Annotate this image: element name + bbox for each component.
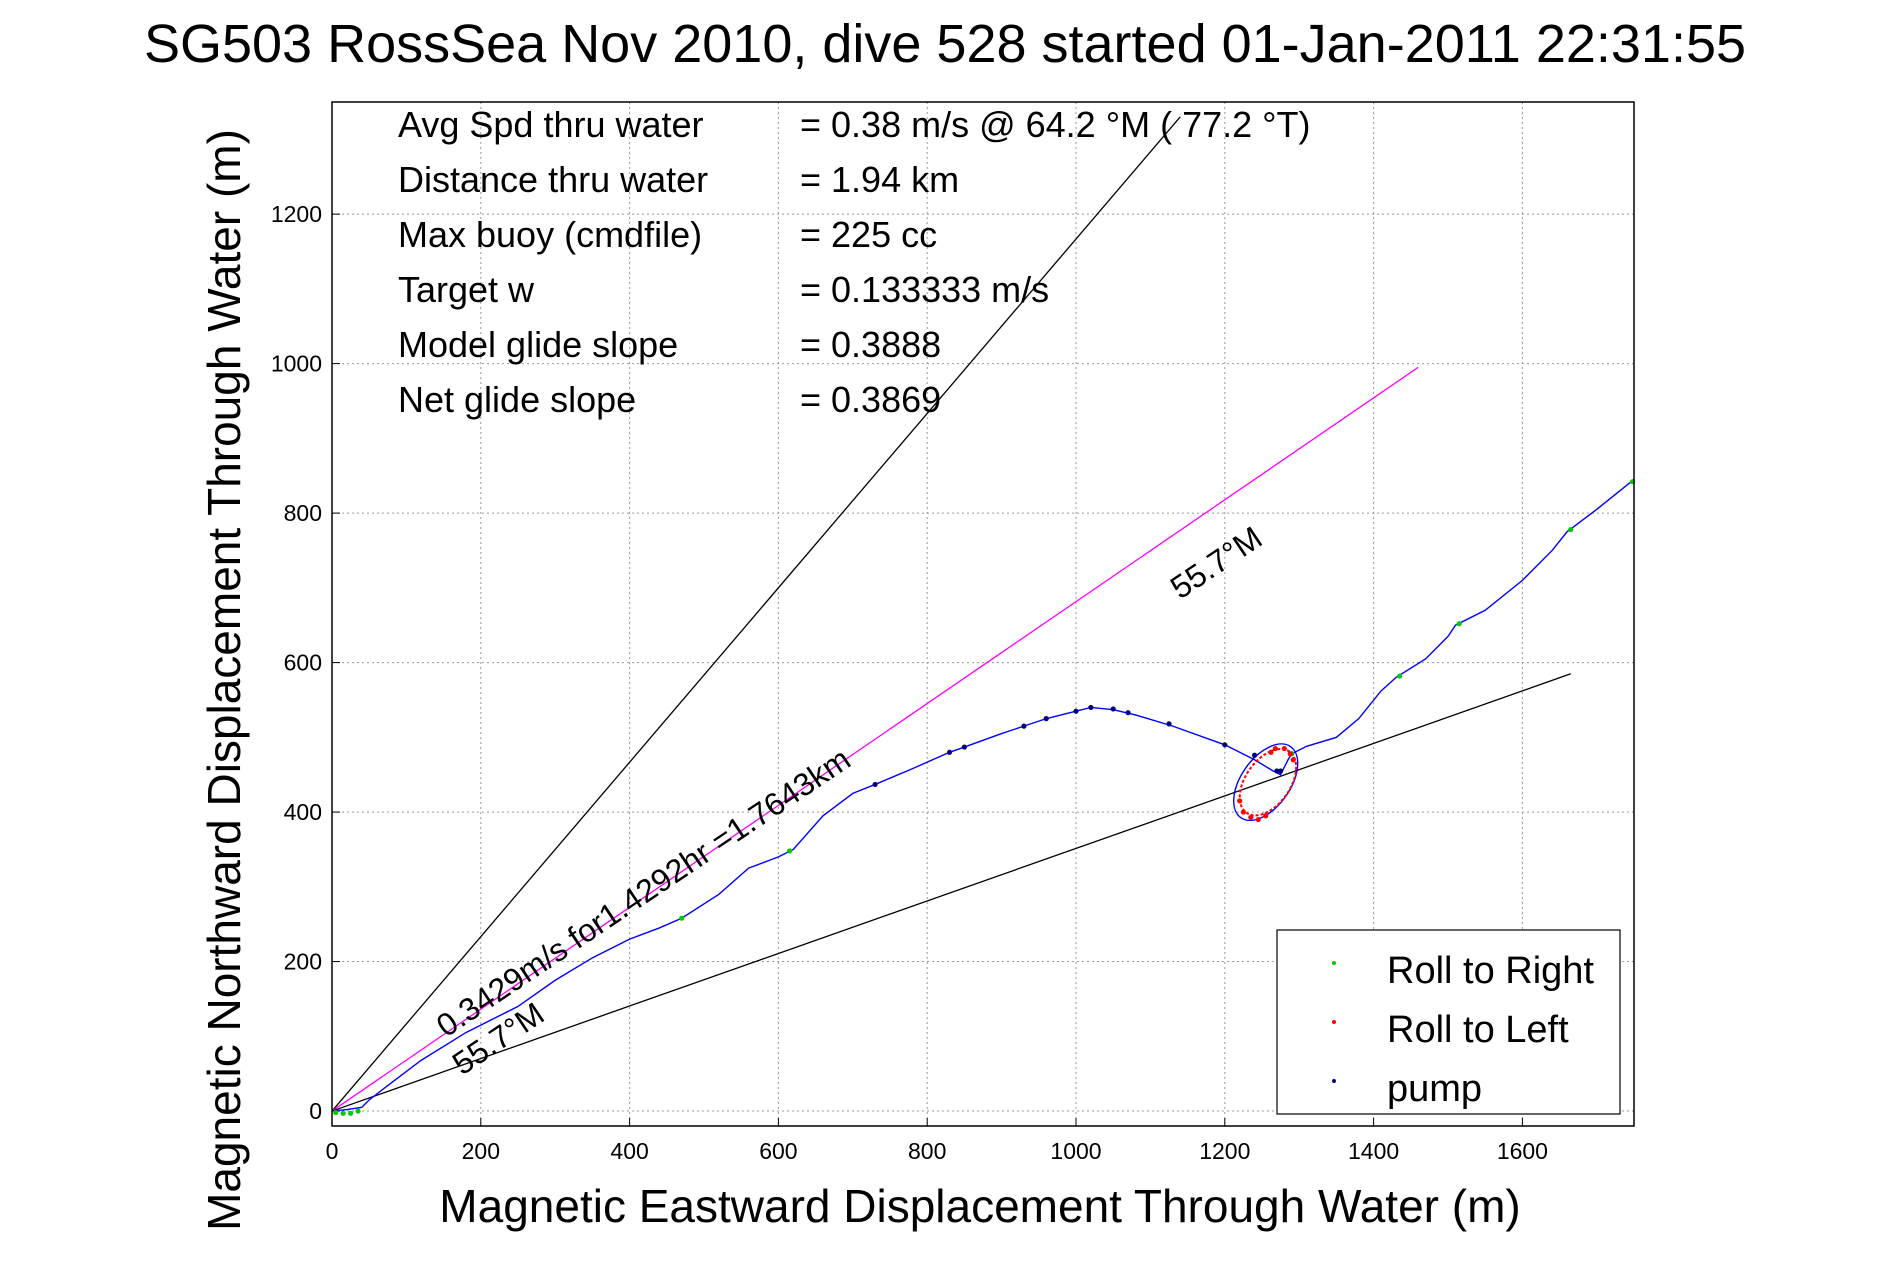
marker-pump	[872, 781, 878, 788]
marker-roll-to-right	[355, 1108, 361, 1114]
info-label: Model glide slope	[398, 324, 678, 365]
marker-roll-to-left	[1263, 813, 1269, 819]
grid-lines	[331, 102, 1634, 1126]
x-tick-label: 400	[610, 1138, 648, 1164]
legend: Roll to Right Roll to Left pump	[1276, 929, 1621, 1115]
marker-roll-to-right	[348, 1110, 354, 1116]
marker-roll-to-right	[1568, 526, 1574, 533]
legend-marker-roll-left	[1332, 1020, 1336, 1024]
marker-roll-to-left	[1281, 745, 1287, 752]
info-value: = 1.94 km	[800, 159, 959, 200]
marker-roll-to-right	[786, 848, 793, 854]
marker-pump	[1278, 768, 1284, 774]
marker-roll-to-left	[1237, 798, 1243, 804]
x-tick-label: 200	[462, 1138, 500, 1164]
x-tick-label: 1000	[1050, 1138, 1101, 1164]
info-value: = 225 cc	[800, 214, 937, 255]
y-axis-label: Magnetic Northward Displacement Through …	[198, 129, 250, 1231]
reference-line-heading-55.7-lower	[331, 673, 1571, 1112]
marker-roll-to-left	[1255, 816, 1261, 823]
marker-pump	[1222, 742, 1228, 748]
x-tick-label: 0	[326, 1138, 339, 1164]
x-tick-label: 800	[908, 1138, 946, 1164]
info-value: = 0.3869	[800, 379, 941, 420]
marker-roll-to-left	[1272, 745, 1278, 752]
marker-pump	[1166, 721, 1172, 727]
y-tick-label: 400	[284, 799, 322, 825]
legend-marker-pump	[1332, 1079, 1336, 1083]
x-tick-label: 1200	[1199, 1138, 1250, 1164]
x-tick-label: 1600	[1497, 1138, 1548, 1164]
info-label: Net glide slope	[398, 379, 636, 420]
marker-pump	[1110, 706, 1116, 712]
chart-title: SG503 RossSea Nov 2010, dive 528 started…	[144, 14, 1746, 74]
y-tick-label: 1000	[271, 351, 322, 377]
x-axis-label: Magnetic Eastward Displacement Through W…	[439, 1180, 1520, 1232]
marker-roll-to-left	[1268, 749, 1274, 755]
reference-line-heading-55.7-upper	[331, 366, 1419, 1112]
x-tick-label: 600	[759, 1138, 797, 1164]
y-tick-label: 800	[284, 500, 322, 526]
marker-pump	[1088, 704, 1094, 711]
marker-pump	[1043, 716, 1049, 722]
marker-roll-to-right	[679, 915, 685, 921]
y-tick-label: 200	[284, 949, 322, 975]
track-line	[331, 478, 1635, 1112]
marker-pump	[1125, 710, 1131, 716]
info-label: Avg Spd thru water	[398, 104, 704, 145]
legend-label-roll-right: Roll to Right	[1387, 950, 1594, 992]
marker-roll-to-left	[1290, 757, 1296, 763]
legend-marker-roll-right	[1332, 961, 1336, 965]
axis-ticks: 0 200 400 600 800 1000 1200 1400 1600 0 200 400 600 8…	[271, 201, 1548, 1164]
marker-roll-to-right	[1456, 621, 1462, 627]
info-label: Target w	[398, 269, 535, 310]
marker-roll-to-left	[1287, 751, 1293, 757]
marker-roll-to-right	[340, 1110, 346, 1116]
series-layer	[331, 478, 1636, 1116]
y-tick-label: 600	[284, 650, 322, 676]
reference-line-heading-64.2	[331, 116, 1181, 1112]
marker-roll-to-right	[333, 1109, 339, 1116]
info-label: Distance thru water	[398, 159, 708, 200]
marker-pump	[1274, 768, 1280, 774]
marker-pump	[1073, 708, 1079, 714]
marker-pump	[1021, 723, 1027, 729]
y-tick-label: 1200	[271, 201, 322, 227]
info-value: = 0.133333 m/s	[800, 269, 1049, 310]
y-tick-label: 0	[309, 1098, 322, 1124]
x-tick-label: 1400	[1348, 1138, 1399, 1164]
info-value: = 0.38 m/s @ 64.2 °M ( 77.2 °T)	[800, 104, 1311, 145]
marker-pump	[961, 744, 968, 750]
marker-roll-to-right	[1397, 673, 1403, 679]
reference-lines	[331, 116, 1571, 1112]
marker-pump	[1251, 752, 1258, 758]
dive-info-block: Avg Spd thru water = 0.38 m/s @ 64.2 °M (…	[398, 104, 1311, 420]
marker-roll-to-left	[1240, 809, 1246, 815]
info-label: Max buoy (cmdfile)	[398, 214, 702, 255]
legend-label-roll-left: Roll to Left	[1387, 1009, 1569, 1051]
info-value: = 0.3888	[800, 324, 941, 365]
marker-pump	[946, 749, 953, 755]
plot-frame	[331, 101, 1635, 1127]
marker-roll-to-left	[1248, 814, 1254, 820]
legend-label-pump: pump	[1387, 1068, 1482, 1110]
